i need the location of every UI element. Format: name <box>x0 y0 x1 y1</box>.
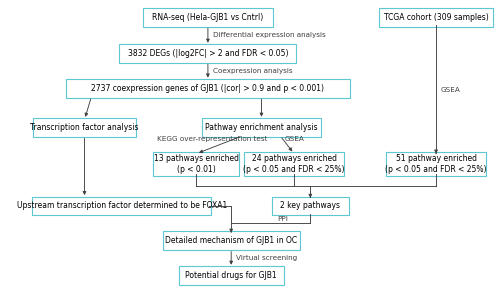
FancyBboxPatch shape <box>120 44 296 63</box>
FancyBboxPatch shape <box>379 8 493 27</box>
Text: GSEA: GSEA <box>440 86 460 93</box>
Text: 13 pathways enriched
(p < 0.01): 13 pathways enriched (p < 0.01) <box>154 154 239 174</box>
FancyBboxPatch shape <box>32 197 212 215</box>
Text: Transcription factor analysis: Transcription factor analysis <box>30 123 139 132</box>
Text: 3832 DEGs (|log2FC| > 2 and FDR < 0.05): 3832 DEGs (|log2FC| > 2 and FDR < 0.05) <box>128 49 288 58</box>
Text: Differential expression analysis: Differential expression analysis <box>212 33 326 38</box>
Text: 51 pathway enriched
(p < 0.05 and FDR < 25%): 51 pathway enriched (p < 0.05 and FDR < … <box>386 154 487 174</box>
FancyBboxPatch shape <box>386 152 486 176</box>
Text: 24 pathways enriched
(p < 0.05 and FDR < 25%): 24 pathways enriched (p < 0.05 and FDR <… <box>244 154 345 174</box>
Text: 2737 coexpression genes of GJB1 (|cor| > 0.9 and p < 0.001): 2737 coexpression genes of GJB1 (|cor| >… <box>92 84 324 93</box>
Text: Coexpression analysis: Coexpression analysis <box>212 68 292 74</box>
FancyBboxPatch shape <box>202 118 321 137</box>
FancyBboxPatch shape <box>179 266 284 285</box>
Text: TCGA cohort (309 samples): TCGA cohort (309 samples) <box>384 13 488 22</box>
Text: Pathway enrichment analysis: Pathway enrichment analysis <box>205 123 318 132</box>
Text: Potential drugs for GJB1: Potential drugs for GJB1 <box>186 271 277 280</box>
Text: GSEA: GSEA <box>284 136 304 142</box>
FancyBboxPatch shape <box>272 197 349 215</box>
FancyBboxPatch shape <box>34 118 136 137</box>
Text: KEGG over-representation test: KEGG over-representation test <box>156 136 267 142</box>
Text: Detailed mechanism of GJB1 in OC: Detailed mechanism of GJB1 in OC <box>165 236 297 245</box>
Text: Upstream transcription factor determined to be FOXA1: Upstream transcription factor determined… <box>16 202 227 210</box>
FancyBboxPatch shape <box>162 231 300 250</box>
FancyBboxPatch shape <box>244 152 344 176</box>
Text: Virtual screening: Virtual screening <box>236 255 297 261</box>
FancyBboxPatch shape <box>142 8 273 27</box>
Text: 2 key pathways: 2 key pathways <box>280 202 340 210</box>
FancyBboxPatch shape <box>66 79 350 98</box>
Text: PPI: PPI <box>277 216 288 222</box>
Text: RNA-seq (Hela-GJB1 vs Cntrl): RNA-seq (Hela-GJB1 vs Cntrl) <box>152 13 264 22</box>
FancyBboxPatch shape <box>153 152 240 176</box>
